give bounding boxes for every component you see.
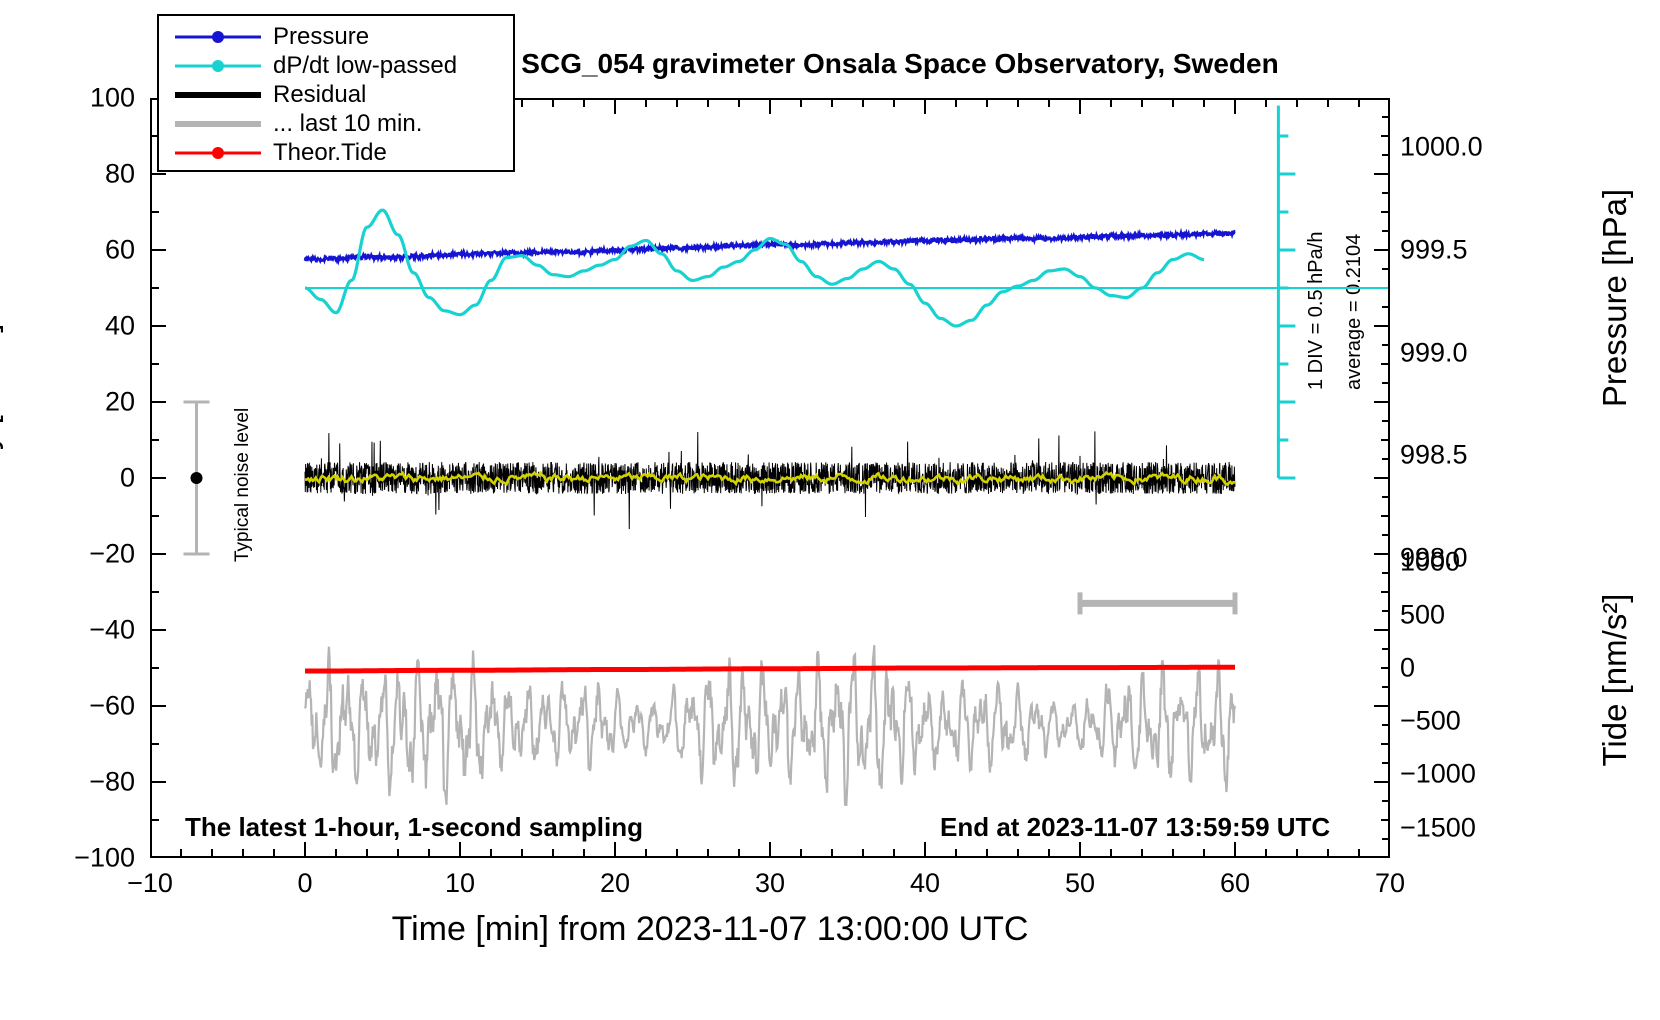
x-tick-label: 10	[444, 868, 476, 898]
legend-label-dpdt: dP/dt low-passed	[273, 51, 458, 79]
pressure-tick-label: 998.0	[1400, 542, 1468, 573]
x-tick-label: 50	[1064, 868, 1096, 898]
pressure-tick-label: 999.5	[1400, 234, 1468, 265]
x-tick-label: 30	[754, 868, 786, 898]
pressure-tick-label: 999.0	[1400, 337, 1468, 368]
chart-canvas	[150, 98, 1390, 858]
x-tick-label: 0	[297, 868, 313, 898]
footer-right: End at 2023-11-07 13:59:59 UTC	[940, 812, 1331, 842]
footer-left: The latest 1-hour, 1-second sampling	[185, 812, 643, 842]
y-tick-label: −20	[89, 538, 135, 569]
x-tick-label: 20	[599, 868, 631, 898]
series-residual-smoothed	[304, 470, 1236, 487]
legend-item-residual: Residual	[159, 80, 513, 109]
tide-tick-label: −1000	[1400, 758, 1476, 789]
right-tide-axis-title: Tide [nm/s²]	[1596, 593, 1633, 767]
y-tick-label: −40	[89, 614, 135, 645]
pressure-tick-label: 998.5	[1400, 439, 1468, 470]
plot-frame	[150, 98, 1390, 858]
tide-tick-label: −500	[1400, 705, 1461, 736]
legend-label-theortide: Theor.Tide	[273, 138, 387, 166]
x-tick-label: 70	[1374, 868, 1406, 898]
typical-noise-level-bar	[183, 400, 210, 556]
pressure-tick-label: 1000.0	[1400, 131, 1483, 162]
legend-swatch-last10	[175, 114, 261, 134]
y-tick-label: 80	[104, 158, 135, 189]
y-tick-label: −60	[89, 690, 135, 721]
right-pressure-axis-title: Pressure [hPa]	[1596, 188, 1633, 408]
legend-label-residual: Residual	[273, 80, 367, 108]
series-dpdt-lowpassed	[304, 208, 1205, 328]
tide-tick-label: −1500	[1400, 812, 1476, 843]
legend-label-last10: ... last 10 min.	[273, 109, 423, 137]
legend-label-pressure: Pressure	[273, 22, 370, 50]
tide-tick-label: 500	[1400, 599, 1446, 630]
tide-tick-label: 0	[1400, 652, 1416, 683]
x-axis-title: Time [min] from 2023-11-07 13:00:00 UTC	[391, 910, 1029, 948]
legend-item-dpdt: dP/dt low-passed	[159, 51, 513, 80]
x-tick-label: 40	[909, 868, 941, 898]
chart-title: SCG_054 gravimeter Onsala Space Observat…	[521, 48, 1279, 79]
y-tick-label: 60	[104, 234, 135, 265]
legend-item-last10: ... last 10 min.	[159, 109, 513, 138]
dpdt-scale-ruler	[1276, 105, 1296, 480]
y-tick-label: −80	[89, 766, 135, 797]
legend-swatch-residual	[175, 85, 261, 105]
y-tick-label: 100	[89, 82, 135, 113]
tide-tick-label: 1000	[1400, 546, 1461, 577]
series-last-10-min	[303, 645, 1237, 806]
legend-swatch-theortide	[175, 143, 261, 163]
legend-swatch-dpdt	[175, 56, 261, 76]
y-tick-label: 20	[104, 386, 135, 417]
y-tick-label: 0	[119, 462, 135, 493]
series-residual	[304, 431, 1236, 530]
y-tick-label: 40	[104, 310, 135, 341]
series-theoretical-tide	[305, 664, 1235, 674]
series-pressure	[303, 227, 1236, 266]
legend-item-theortide: Theor.Tide	[159, 138, 513, 167]
y-tick-label: −100	[74, 842, 135, 873]
legend-item-pressure: Pressure	[159, 22, 513, 51]
x-tick-label: −10	[127, 868, 173, 898]
legend: Pressure dP/dt low-passed Residual ... l…	[157, 14, 515, 172]
plot-area	[150, 98, 1390, 858]
legend-swatch-pressure	[175, 27, 261, 47]
x-tick-label: 60	[1219, 868, 1251, 898]
last-10-min-span-bar	[1077, 592, 1238, 615]
